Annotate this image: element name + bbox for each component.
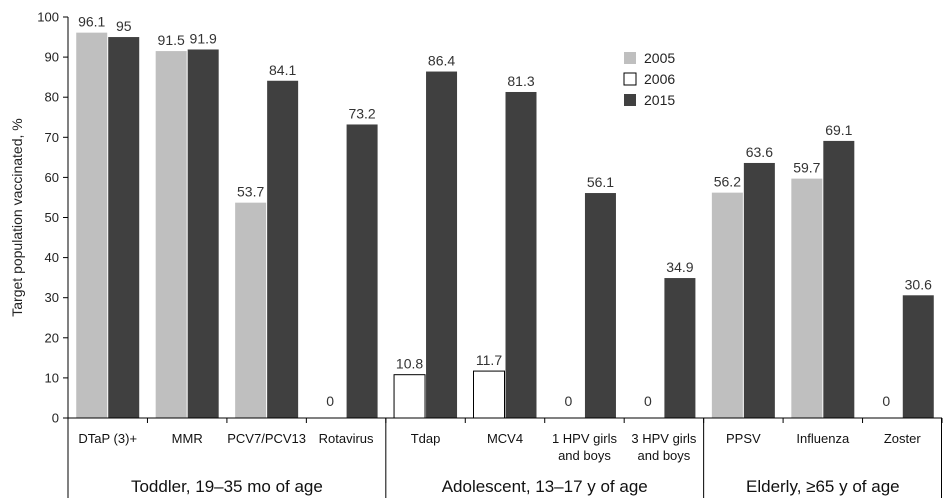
legend-label: 2005 [644,50,675,66]
category-labels: DTaP (3)+ MMR PCV7/PCV13 Rotavirus Tdap MCV4 1… [78,431,921,463]
legend: 2005 2006 2015 [623,50,675,108]
data-label-2015: 73.2 [348,105,375,121]
category-label: and boys [638,448,691,463]
y-tick-label: 90 [45,50,59,65]
bar-2015 [187,49,219,419]
y-tick-label: 40 [45,250,59,265]
bar-2015 [426,71,458,418]
y-tick-label: 0 [52,411,59,426]
y-tick-label: 10 [45,370,59,385]
bar-2006 [473,370,505,419]
category-label: 1 HPV girls [552,431,618,446]
data-label-2015: 95 [116,18,132,34]
y-tick-label: 80 [45,90,59,105]
category-label: PPSV [726,431,761,446]
data-labels: 96.1 91.5 53.7 0 0 0 56.2 59.7 0 10.8 11.7 95 91.9 84… [78,14,932,409]
y-tick-label: 50 [45,210,59,225]
data-label-2005: 53.7 [237,184,264,200]
data-label-2005: 59.7 [793,160,820,176]
category-label: Tdap [411,431,441,446]
y-tick-label: 100 [37,10,59,25]
category-label: DTaP (3)+ [78,431,137,446]
legend-swatch-2006 [623,72,637,86]
bar-2015 [584,193,616,418]
data-label-2015: 91.9 [190,30,217,46]
category-label: and boys [558,448,611,463]
data-label-2015: 56.1 [587,174,614,190]
data-label-2015: 81.3 [507,73,534,89]
bar-2015 [664,278,696,418]
legend-label: 2015 [644,92,675,108]
bar-2015 [108,37,140,419]
legend-label: 2006 [644,71,675,87]
bar-2015 [346,124,378,418]
data-label-2005: 0 [326,393,334,409]
bar-2015 [267,80,299,418]
y-tick-label: 70 [45,130,59,145]
y-tick-label: 20 [45,330,59,345]
data-label-2005: 56.2 [714,174,741,190]
y-tick-label: 30 [45,290,59,305]
category-label: Influenza [796,431,850,446]
group-labels: Toddler, 19–35 mo of age Adolescent, 13–1… [67,418,942,498]
data-label-2015: 69.1 [825,122,852,138]
data-label-2005: 0 [565,393,573,409]
data-label-2015: 34.9 [666,259,693,275]
bar-2005 [76,32,108,418]
data-label-2006: 10.8 [396,356,423,372]
category-label: Zoster [884,431,922,446]
y-axis-title: Target population vaccinated, % [9,118,25,316]
legend-swatch-2005 [624,52,636,64]
bar-2005 [791,178,823,418]
bar-2015 [823,140,855,418]
data-label-2005: 96.1 [78,14,105,30]
category-label: Rotavirus [319,431,374,446]
category-label: 3 HPV girls [631,431,697,446]
data-label-2005: 91.5 [158,32,185,48]
category-label: MCV4 [487,431,523,446]
bar-2005 [155,51,187,419]
data-label-2015: 86.4 [428,53,455,69]
bar-2015 [743,162,775,418]
y-tick-label: 60 [45,170,59,185]
bar-2005 [235,202,267,418]
y-axis-ticks: 0 10 20 30 40 50 60 70 80 90 100 [37,10,943,426]
bar-2006 [393,374,426,419]
group-label: Adolescent, 13–17 y of age [442,477,648,496]
data-label-2005: 0 [882,393,890,409]
data-label-2015: 30.6 [905,276,932,292]
data-label-2015: 84.1 [269,62,296,78]
group-label: Toddler, 19–35 mo of age [131,477,323,496]
data-label-2006: 11.7 [476,352,502,368]
legend-swatch-2015 [624,94,636,106]
category-label: MMR [172,431,203,446]
bar-2015 [902,295,934,418]
data-label-2015: 63.6 [746,144,773,160]
data-label-2005: 0 [644,393,652,409]
group-label: Elderly, ≥65 y of age [746,477,900,496]
category-label: PCV7/PCV13 [227,431,306,446]
bar-2005 [711,192,743,418]
bar-2015 [505,91,537,418]
bars [76,32,934,419]
